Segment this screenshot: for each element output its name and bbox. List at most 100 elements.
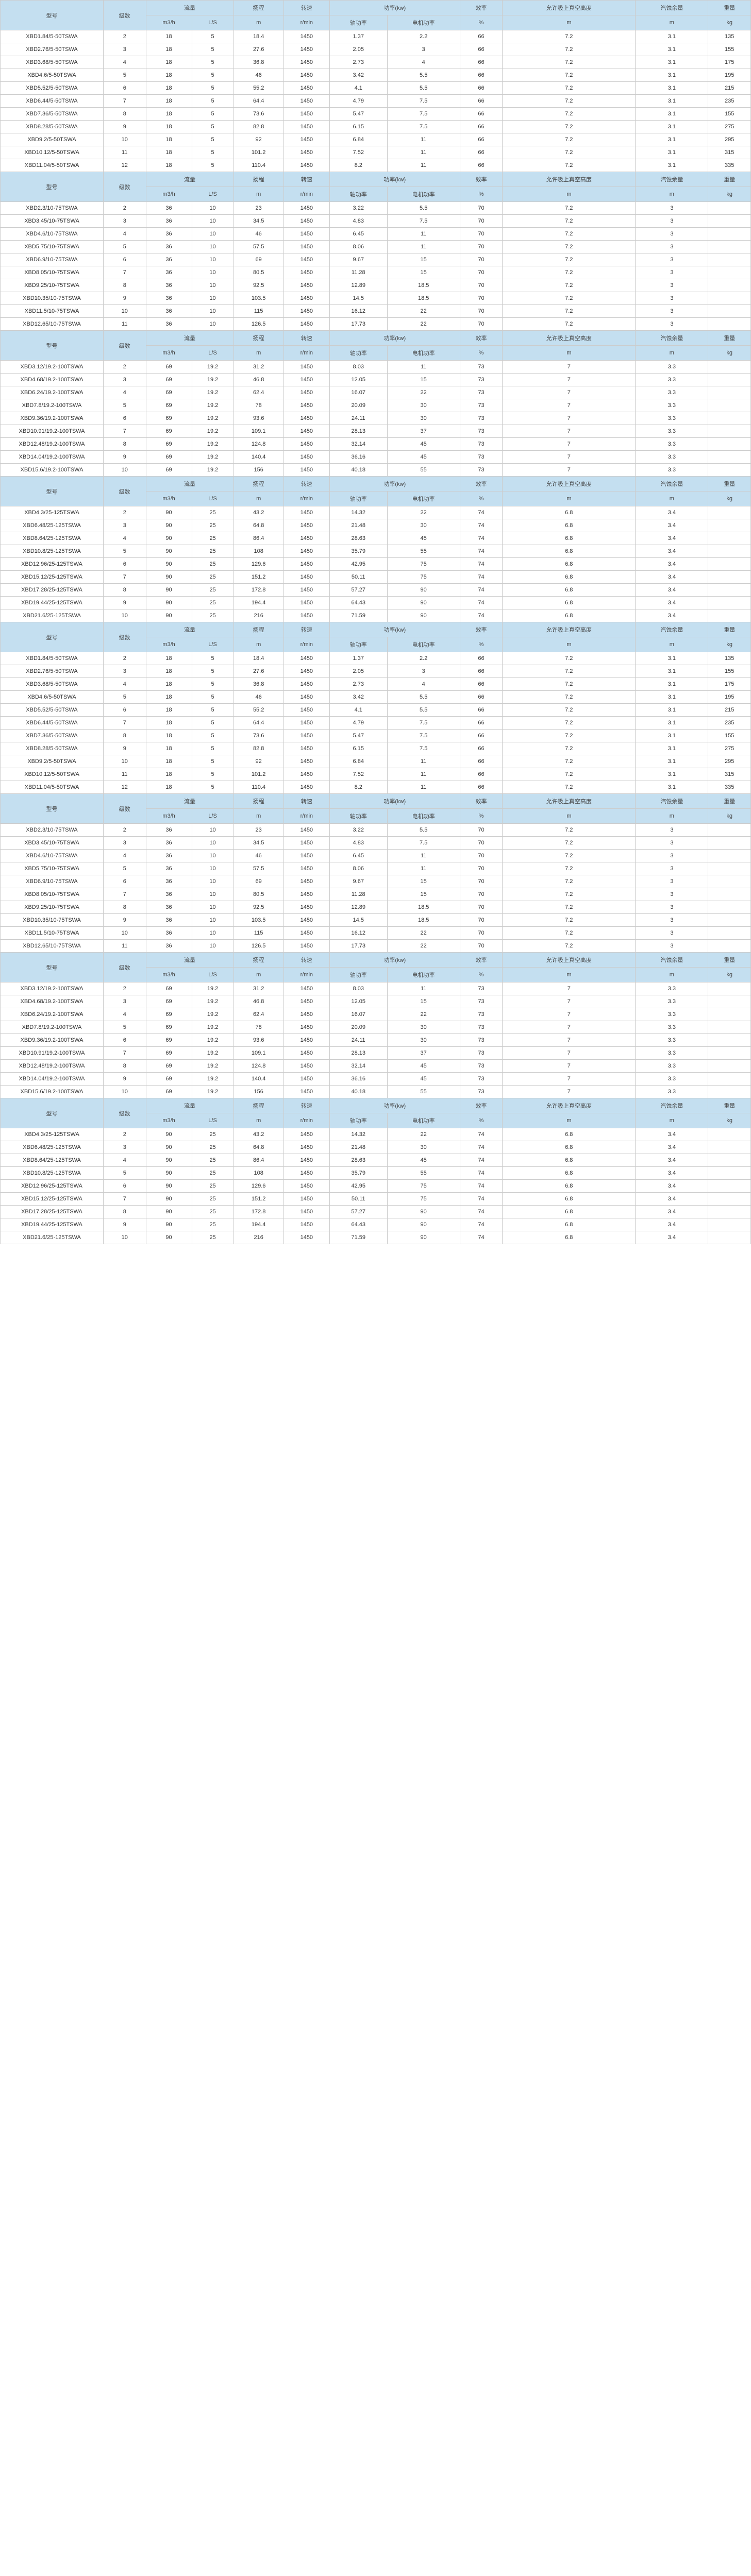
cell: 28.63 xyxy=(329,1154,387,1167)
col-power: 功率(kw) xyxy=(329,953,460,968)
cell: 1450 xyxy=(283,133,329,146)
col-npsh: 允许吸上真空高度 xyxy=(503,172,636,187)
table-row: XBD12.65/10-75TSWA113610126.5145017.7322… xyxy=(1,318,751,331)
table-row: XBD9.36/19.2-100TSWA66919.293.6145024.11… xyxy=(1,1034,751,1047)
cell: 18 xyxy=(146,755,192,768)
cell: 2.2 xyxy=(387,30,460,43)
cell: 3 xyxy=(636,927,708,940)
cell: 195 xyxy=(708,691,751,704)
cell: 7.2 xyxy=(503,253,636,266)
cell xyxy=(708,279,751,292)
cell: 1450 xyxy=(283,1128,329,1141)
cell: 70 xyxy=(460,875,503,888)
col-flow: 流量 xyxy=(146,794,233,809)
cell: 66 xyxy=(460,95,503,108)
cell: 74 xyxy=(460,1154,503,1167)
cell: XBD10.12/5-50TSWA xyxy=(1,146,104,159)
cell: 22 xyxy=(387,927,460,940)
cell: 2 xyxy=(104,982,146,995)
cell: XBD5.52/5-50TSWA xyxy=(1,704,104,717)
cell: 7.2 xyxy=(503,279,636,292)
cell: 5 xyxy=(192,665,233,678)
cell: 64.43 xyxy=(329,597,387,609)
cell xyxy=(708,837,751,850)
col-eff: 效率 xyxy=(460,172,503,187)
cell: 92 xyxy=(233,133,283,146)
unit-m: m xyxy=(233,968,283,982)
cell: 3.42 xyxy=(329,691,387,704)
cell: 30 xyxy=(387,412,460,425)
cell: 22 xyxy=(387,1008,460,1021)
cell: 7 xyxy=(503,1047,636,1060)
cell: 7.2 xyxy=(503,665,636,678)
unit-m3h: m3/h xyxy=(146,492,192,506)
cell: 10 xyxy=(192,253,233,266)
cell: XBD3.45/10-75TSWA xyxy=(1,215,104,228)
cell: 7.2 xyxy=(503,755,636,768)
cell: 69 xyxy=(146,995,192,1008)
cell: 74 xyxy=(460,1193,503,1206)
cell xyxy=(708,215,751,228)
unit-m3h: m3/h xyxy=(146,187,192,202)
cell: 10 xyxy=(192,875,233,888)
col-eff: 效率 xyxy=(460,1098,503,1113)
cell: 69 xyxy=(146,982,192,995)
cell: 70 xyxy=(460,914,503,927)
cell: 18 xyxy=(146,730,192,742)
cell: 30 xyxy=(387,1021,460,1034)
cell: 6.8 xyxy=(503,1206,636,1218)
cell: 22 xyxy=(387,940,460,953)
table-row: XBD4.68/19.2-100TSWA36919.246.8145012.05… xyxy=(1,995,751,1008)
cell: 3.3 xyxy=(636,464,708,477)
cell: 17.73 xyxy=(329,318,387,331)
cell: 90 xyxy=(146,1218,192,1231)
unit-shaft: 轴功率 xyxy=(329,968,387,982)
unit-motor: 电机功率 xyxy=(387,346,460,361)
col-weight: 重量 xyxy=(708,1098,751,1113)
cell: XBD6.44/5-50TSWA xyxy=(1,95,104,108)
cell: 37 xyxy=(387,425,460,438)
cell: 6.8 xyxy=(503,1167,636,1180)
cell: 64.8 xyxy=(233,519,283,532)
cell: 1450 xyxy=(283,837,329,850)
cell: 109.1 xyxy=(233,1047,283,1060)
cell: 155 xyxy=(708,43,751,56)
cell: 12.89 xyxy=(329,279,387,292)
cell: 3 xyxy=(104,995,146,1008)
cell: 1450 xyxy=(283,451,329,464)
cell: XBD1.84/5-50TSWA xyxy=(1,30,104,43)
cell: 3 xyxy=(104,374,146,386)
unit-rmin: r/min xyxy=(283,637,329,652)
cell: 6.8 xyxy=(503,558,636,571)
cell: 18.5 xyxy=(387,901,460,914)
cell: 66 xyxy=(460,56,503,69)
cell: 30 xyxy=(387,399,460,412)
cell: 156 xyxy=(233,464,283,477)
cell: 24.11 xyxy=(329,1034,387,1047)
cell: 110.4 xyxy=(233,159,283,172)
cell: 18 xyxy=(146,133,192,146)
cell: 92.5 xyxy=(233,279,283,292)
cell: 109.1 xyxy=(233,425,283,438)
cell: 5 xyxy=(192,742,233,755)
cell: 1450 xyxy=(283,850,329,862)
cell: 7.5 xyxy=(387,837,460,850)
cell: 3.1 xyxy=(636,665,708,678)
unit-pct: % xyxy=(460,187,503,202)
cell: 5 xyxy=(192,133,233,146)
table-row: XBD14.04/19.2-100TSWA96919.2140.4145036.… xyxy=(1,1073,751,1086)
unit-m3: m xyxy=(636,15,708,30)
cell: 23 xyxy=(233,824,283,837)
cell: 6.8 xyxy=(503,506,636,519)
cell xyxy=(708,558,751,571)
cell: 18 xyxy=(146,95,192,108)
cell: 73 xyxy=(460,412,503,425)
cell: 216 xyxy=(233,609,283,622)
unit-shaft: 轴功率 xyxy=(329,637,387,652)
cell: 25 xyxy=(192,1218,233,1231)
cell: 335 xyxy=(708,159,751,172)
table-row: XBD5.52/5-50TSWA618555.214504.15.5667.23… xyxy=(1,82,751,95)
cell: XBD7.8/19.2-100TSWA xyxy=(1,1021,104,1034)
col-power: 功率(kw) xyxy=(329,622,460,637)
col-flow: 流量 xyxy=(146,331,233,346)
